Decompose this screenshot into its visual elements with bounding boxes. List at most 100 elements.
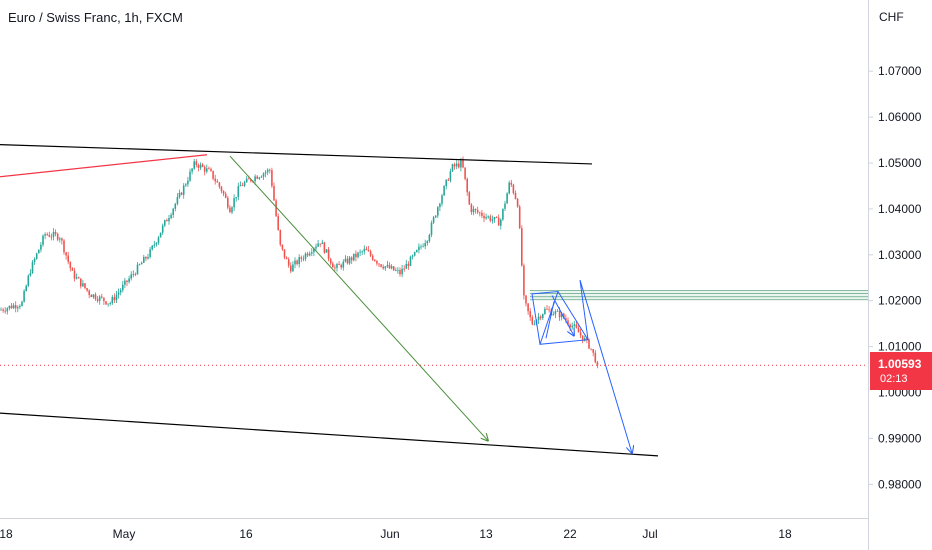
plot-area[interactable] — [0, 0, 868, 518]
candle-up — [426, 241, 429, 244]
candle-up — [149, 249, 151, 257]
candle-down — [521, 228, 523, 266]
candle-up — [348, 257, 351, 264]
candle-up — [445, 179, 447, 186]
candle-up — [138, 264, 141, 266]
candle-down — [590, 348, 592, 350]
x-tick-labels: 18 May 16 Jun 13 22 Jul 18 — [0, 527, 792, 541]
candle-down — [529, 311, 531, 318]
candle-down — [73, 270, 76, 279]
candle-up — [428, 234, 431, 242]
candle-up — [164, 220, 166, 226]
candle-down — [474, 208, 477, 211]
candle-down — [65, 252, 67, 256]
last-price-tag: 1.00593 02:13 — [870, 352, 932, 390]
resistance-zone[interactable] — [530, 290, 868, 301]
candle-down — [512, 184, 515, 194]
candle-down — [14, 305, 17, 309]
candle-down — [281, 244, 284, 250]
candle-down — [453, 164, 456, 167]
green-arrow[interactable] — [229, 155, 488, 441]
channel-line[interactable] — [0, 412, 659, 457]
candle-up — [111, 297, 114, 304]
blue-pattern-arrow[interactable] — [531, 279, 632, 453]
candle-up — [363, 248, 366, 252]
candle-up — [98, 296, 101, 301]
y-tick-label: 1.03000 — [878, 248, 922, 262]
candle-down — [558, 310, 561, 318]
candle-up — [130, 274, 132, 279]
y-tick-label: 1.01000 — [878, 340, 922, 354]
candle-down — [197, 165, 200, 168]
candle-up — [17, 307, 19, 309]
candle-up — [82, 283, 84, 287]
candle-down — [588, 339, 590, 349]
candle-down — [592, 349, 594, 353]
candle-down — [145, 256, 147, 259]
candle-up — [353, 253, 355, 261]
drawings[interactable] — [0, 144, 659, 457]
candle-up — [416, 250, 418, 253]
candle-down — [56, 233, 59, 240]
candle-down — [214, 178, 216, 182]
candle-up — [554, 311, 557, 315]
candle-down — [378, 263, 380, 265]
candle-up — [262, 173, 265, 177]
blue-pattern-line[interactable] — [531, 293, 541, 345]
candle-down — [216, 181, 219, 183]
candle-up — [395, 270, 397, 272]
candle-up — [556, 310, 559, 312]
candle-down — [241, 185, 244, 186]
red-trendline[interactable] — [0, 154, 208, 178]
candle-up — [157, 237, 160, 243]
channel-line[interactable] — [0, 144, 593, 165]
candle-up — [537, 316, 540, 320]
candle-up — [161, 225, 164, 233]
candle-up — [35, 253, 38, 259]
candle-down — [256, 176, 258, 179]
candle-down — [86, 288, 88, 291]
x-tick-label: 18 — [0, 527, 13, 541]
candle-down — [565, 318, 567, 321]
candle-up — [485, 216, 487, 219]
candle-down — [10, 305, 13, 309]
candle-down — [63, 240, 65, 253]
blue-pattern-line[interactable] — [545, 301, 555, 339]
candle-up — [384, 266, 387, 269]
candle-down — [273, 186, 275, 201]
candle-up — [397, 270, 399, 271]
candle-up — [191, 168, 193, 172]
candle-up — [159, 232, 162, 238]
candle-down — [287, 259, 290, 266]
blue-pattern-line[interactable] — [557, 291, 589, 340]
candle-down — [222, 191, 225, 194]
candle-down — [201, 164, 204, 167]
candle-down — [466, 178, 468, 193]
candle-down — [180, 192, 183, 195]
candle-down — [567, 320, 569, 325]
candle-up — [59, 238, 61, 240]
candle-down — [54, 232, 57, 234]
candle-up — [19, 305, 21, 308]
candle-down — [531, 317, 534, 325]
candle-down — [218, 182, 221, 187]
candle-up — [359, 251, 361, 253]
candle-up — [264, 172, 267, 174]
candle-down — [46, 234, 48, 235]
candle-up — [502, 208, 504, 220]
candle-down — [212, 170, 214, 179]
candle-down — [340, 264, 342, 268]
x-tick-label: 22 — [563, 527, 577, 541]
candle-down — [67, 255, 69, 262]
candle-down — [575, 324, 578, 328]
candle-up — [302, 258, 305, 260]
candle-down — [539, 316, 542, 319]
candle-up — [155, 242, 158, 245]
candle-down — [69, 261, 72, 269]
candle-down — [350, 257, 353, 261]
zone-fill[interactable] — [530, 290, 868, 300]
y-tick-label: 0.99000 — [878, 431, 922, 445]
blue-pattern-line[interactable] — [551, 295, 574, 336]
candle-up — [451, 164, 454, 172]
